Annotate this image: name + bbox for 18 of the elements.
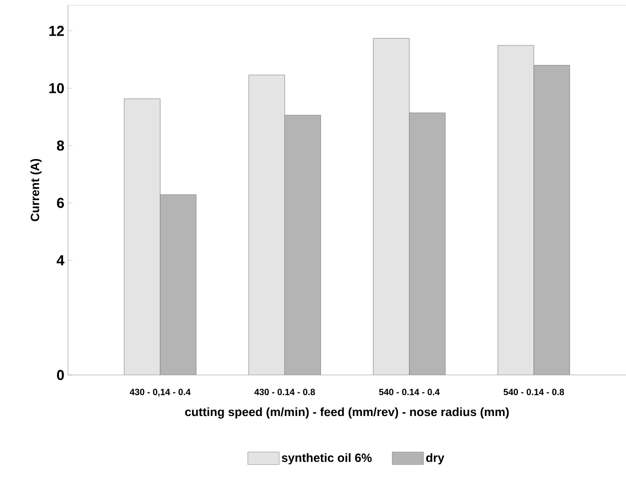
- y-tick-label: 6: [56, 198, 64, 208]
- y-tick-label: 8: [56, 140, 64, 151]
- y-tick-label: 12: [49, 26, 64, 36]
- x-tick-label: 540 - 0.14 - 0.4: [379, 388, 440, 396]
- y-tick-label: 4: [56, 255, 64, 266]
- x-axis-title: cutting speed (m/min) - feed (mm/rev) - nose radius (mm): [185, 407, 509, 419]
- bar: [248, 74, 285, 375]
- x-tick-label: 540 - 0.14 - 0.8: [504, 388, 564, 396]
- bar: [373, 38, 410, 375]
- bar: [124, 98, 160, 375]
- y-tick-label: 10: [49, 83, 64, 94]
- x-tick-label: 430 - 0,14 - 0.4: [130, 388, 191, 396]
- y-tick-label: 0: [57, 370, 64, 380]
- x-tick-label: 430 - 0.14 - 0.8: [254, 388, 315, 396]
- y-axis-title: Current (A): [30, 158, 42, 222]
- legend-label: synthetic oil 6%: [282, 453, 372, 464]
- bar: [498, 45, 534, 375]
- legend-label: dry: [426, 453, 444, 464]
